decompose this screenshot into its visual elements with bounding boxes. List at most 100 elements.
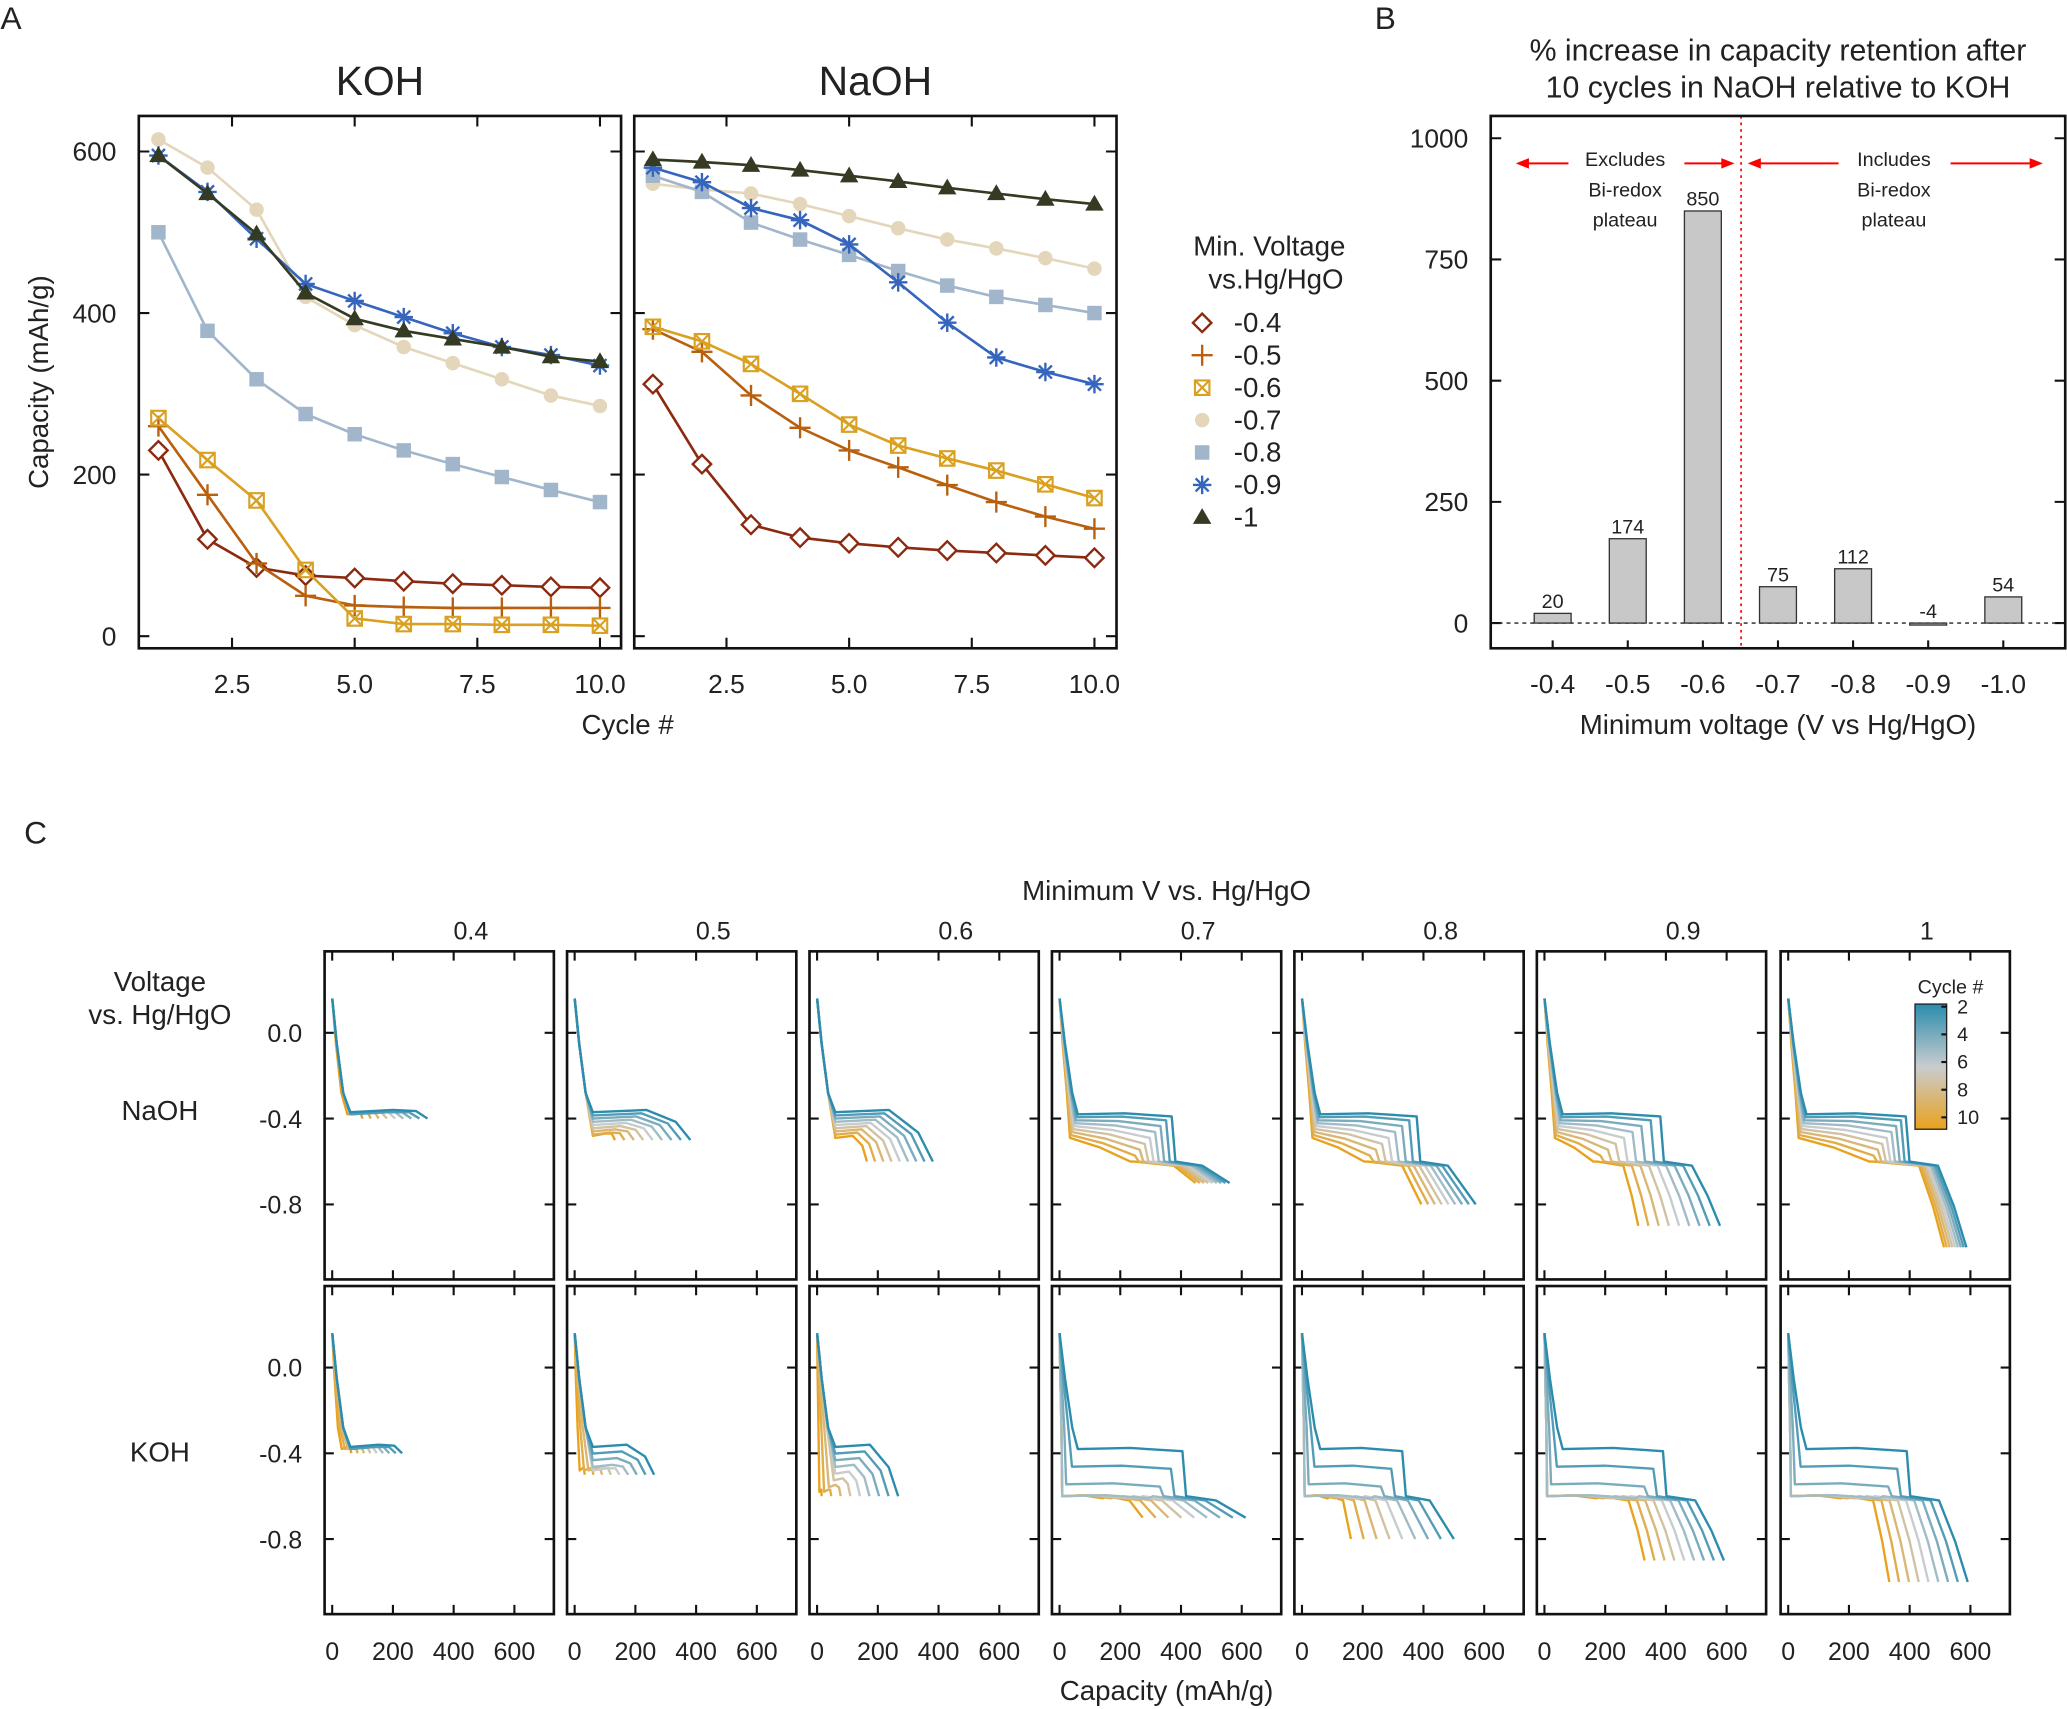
series--1 xyxy=(149,146,610,369)
series-line xyxy=(652,182,1095,270)
data-point xyxy=(151,225,166,240)
x-tick-label: 0 xyxy=(1295,1638,1309,1666)
panel-label-b: B xyxy=(1375,0,1396,36)
panel-c-naoh-0.8-plot xyxy=(1293,950,1525,1281)
cycle-3-curve xyxy=(1058,1333,1234,1519)
bar xyxy=(1833,568,1873,624)
data-point xyxy=(592,398,608,414)
legend-label: -0.7 xyxy=(1234,404,1282,435)
cycle-5-curve xyxy=(1787,1333,1940,1583)
panel-a-koh-plot: KOH 2.5 5.0 7.5 10.0 0 200 400 600 xyxy=(72,58,625,699)
panel-c-row-label-koh: KOH xyxy=(130,1436,190,1467)
data-point xyxy=(149,146,168,163)
data-point xyxy=(395,615,413,633)
data-point xyxy=(1038,250,1053,266)
data-point xyxy=(541,347,561,364)
series-line xyxy=(157,425,600,610)
data-point xyxy=(589,576,611,599)
data-point xyxy=(345,291,364,311)
cycle-4-curve xyxy=(815,998,918,1163)
cycle-3-curve xyxy=(1300,1333,1442,1540)
data-point xyxy=(542,616,560,634)
data-point xyxy=(987,184,1006,201)
cycle-2-curve xyxy=(1787,1333,1969,1583)
cycle-2-curve xyxy=(1058,1333,1247,1519)
plot-frame xyxy=(565,950,798,1281)
data-point xyxy=(294,564,317,587)
data-point xyxy=(445,355,461,371)
data-point xyxy=(343,567,366,589)
data-point xyxy=(841,247,857,263)
data-point xyxy=(443,329,463,346)
legend-title-line1: Min. Voltage xyxy=(1193,231,1345,262)
series--0.4 xyxy=(147,439,611,599)
cycle-4-curve xyxy=(1300,998,1464,1205)
x-tick-label: 0 xyxy=(568,1638,582,1666)
data-point xyxy=(396,339,411,355)
cycle-2-curve xyxy=(815,998,934,1163)
data-point xyxy=(591,617,609,634)
cycle-2-curve xyxy=(573,1333,656,1476)
data-point xyxy=(543,482,559,498)
x-tick-label: -1.0 xyxy=(1981,669,2026,699)
panel-label-a: A xyxy=(0,0,22,36)
x-tick-label: 10.0 xyxy=(1069,669,1120,699)
x-tick-label: -0.5 xyxy=(1605,669,1650,699)
annotation-includes: Bi-redox xyxy=(1857,179,1931,201)
data-point xyxy=(1087,261,1102,276)
data-point xyxy=(295,585,317,607)
cycle-3-curve xyxy=(1787,1333,1959,1583)
data-point xyxy=(198,184,217,201)
data-point xyxy=(1036,362,1055,382)
cycle-2-curve xyxy=(331,998,429,1120)
colorbar-label: 6 xyxy=(1957,1052,1968,1074)
red-arrow-left-icon-head xyxy=(1515,158,1529,169)
panel-c-koh-1-plot: 0 200 400 600 xyxy=(1779,1284,2012,1666)
legend-item: -1 xyxy=(1192,502,1258,533)
plot-frame xyxy=(1293,1284,1525,1616)
data-point xyxy=(199,451,216,469)
cycle-2-curve xyxy=(331,1333,403,1455)
colorbar-label: 8 xyxy=(1957,1079,1968,1101)
data-point xyxy=(490,574,513,597)
data-point xyxy=(297,561,314,579)
data-point xyxy=(691,341,713,363)
data-point xyxy=(791,385,809,403)
column-header: 0.9 xyxy=(1666,917,1701,945)
cycle-8-curve xyxy=(1300,998,1436,1205)
cycle-8-curve xyxy=(1300,1333,1378,1540)
plot-frame xyxy=(632,114,1118,650)
series--0.6 xyxy=(644,318,1103,507)
column-header: 0.6 xyxy=(938,917,973,945)
y-tick-label: -0.4 xyxy=(259,1441,302,1469)
x-tick-label: 400 xyxy=(433,1638,475,1666)
data-point xyxy=(988,462,1005,479)
x-tick-label: -0.6 xyxy=(1680,669,1725,699)
data-point xyxy=(890,263,906,279)
data-point xyxy=(838,439,860,461)
series--1 xyxy=(643,150,1104,211)
series--0.6 xyxy=(150,409,609,634)
data-point xyxy=(789,417,811,439)
panel-c-koh-0.8-plot: 0 200 400 600 xyxy=(1293,1284,1525,1666)
data-point xyxy=(742,355,760,373)
plot-title: NaOH xyxy=(819,58,932,104)
data-point xyxy=(839,235,859,254)
y-tick-label: -0.8 xyxy=(259,1192,302,1220)
legend-item: -0.4 xyxy=(1191,307,1281,338)
data-point xyxy=(644,318,662,336)
bar xyxy=(1758,586,1798,624)
legend-title-line2: vs.Hg/HgO xyxy=(1208,264,1343,295)
y-tick-label: 200 xyxy=(72,460,116,490)
legend-item: -0.7 xyxy=(1194,404,1282,435)
panel-c-koh-0.5-plot: 0 200 400 600 xyxy=(565,1284,798,1666)
x-tick-label: 200 xyxy=(372,1638,414,1666)
data-point xyxy=(298,406,313,422)
data-point xyxy=(200,160,215,175)
panel-c-naoh-0.9-plot xyxy=(1535,950,1768,1281)
data-point xyxy=(643,158,663,177)
data-point xyxy=(740,384,762,406)
data-point xyxy=(196,484,219,506)
panel-a-x-axis-label: Cycle # xyxy=(582,709,675,740)
